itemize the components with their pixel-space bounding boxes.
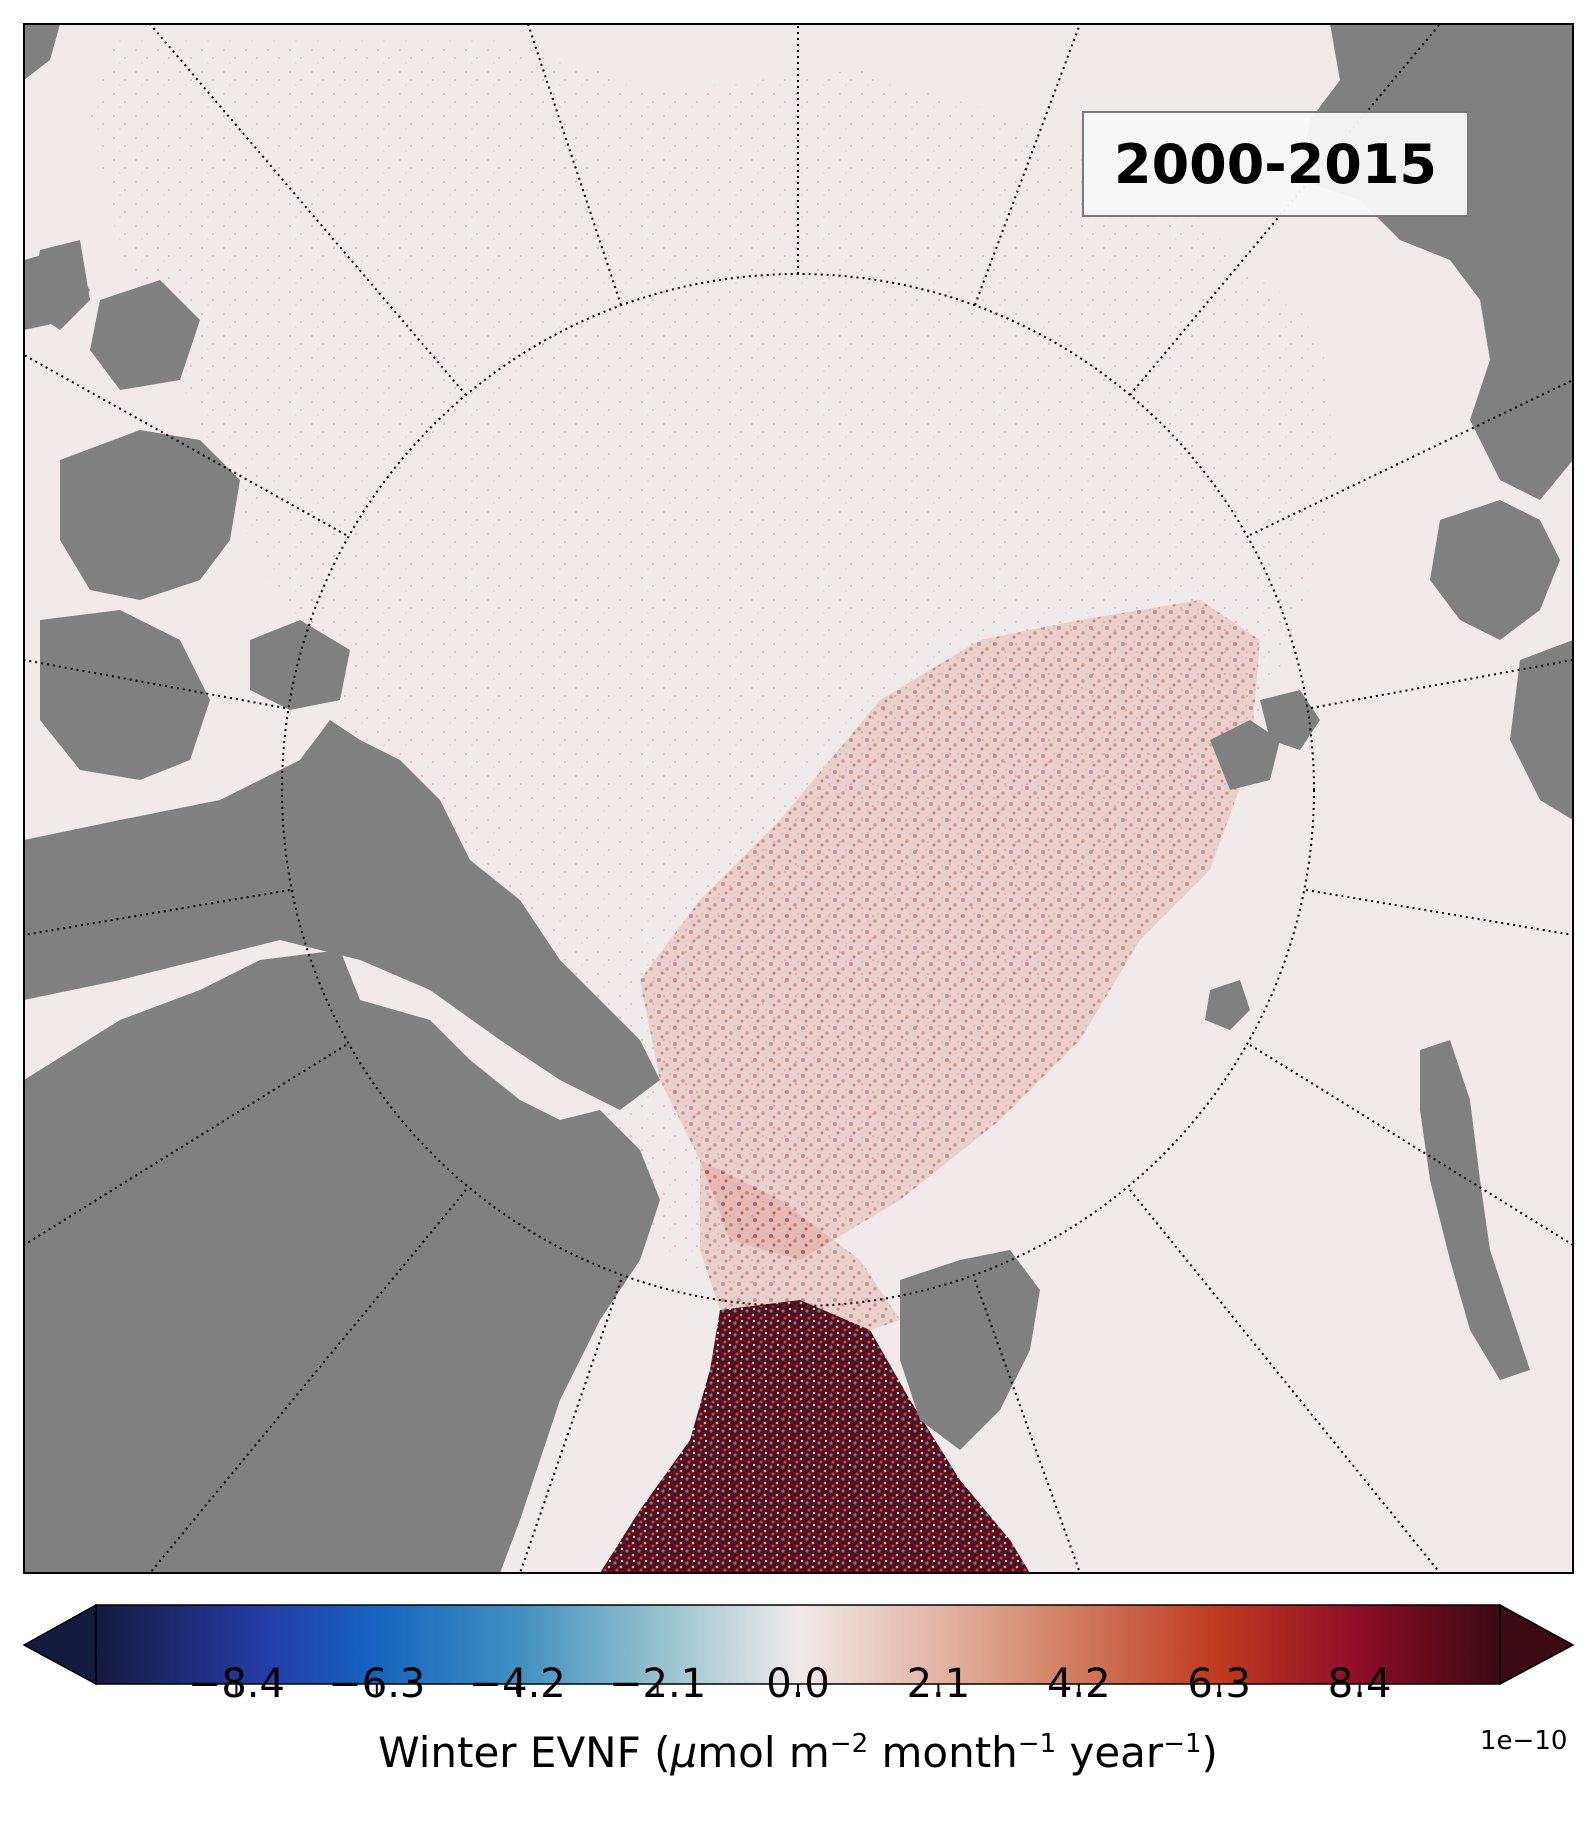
- strong-anomaly-region: [600, 1300, 1030, 1573]
- meridian-line: [24, 659, 286, 709]
- ellesmere-land: [24, 720, 660, 1110]
- strong-anomaly-edge: [700, 1160, 900, 1330]
- land-masses: [24, 24, 1573, 1573]
- colorbar-extend-low: [22, 1603, 97, 1686]
- colorbar-title-unit-year: year: [1056, 1728, 1164, 1777]
- meridian-line: [527, 24, 622, 306]
- colorbar-tick-label: 4.2: [1046, 1661, 1111, 1707]
- colorbar-tick-label: −4.2: [468, 1661, 566, 1707]
- franz-josef-land: [1205, 690, 1320, 1030]
- colorbar-tick-label: 8.4: [1327, 1661, 1392, 1707]
- colorbar-ticks: [235, 1684, 1361, 1694]
- colorbar-tick-label: −2.1: [609, 1661, 707, 1707]
- colorbar-tick-label: −8.4: [187, 1661, 285, 1707]
- svalbard-land: [900, 1250, 1040, 1450]
- colorbar-title-exp2: −1: [1017, 1729, 1057, 1759]
- colorbar-offset: 1e−10: [1480, 1726, 1568, 1756]
- novaya-zemlya-land: [1420, 1040, 1530, 1380]
- map-panel: [24, 24, 1573, 1573]
- canadian-islands: [30, 240, 350, 780]
- meridian-line: [519, 1279, 622, 1573]
- meridian-line: [974, 24, 1081, 306]
- period-label: 2000-2015: [1082, 111, 1469, 217]
- map-frame: [23, 23, 1574, 1574]
- colorbar-title: Winter EVNF (μmol m−2 month−1 year−1): [0, 1728, 1596, 1777]
- colorbar-title-prefix: Winter EVNF (: [378, 1728, 671, 1777]
- colorbar-extend-high: [1499, 1603, 1575, 1686]
- severnaya-zemlya-land: [1430, 500, 1573, 820]
- warm-anomaly-band: [640, 600, 1260, 1260]
- meridian-line: [24, 354, 347, 536]
- colorbar-title-exp1: −2: [829, 1729, 869, 1759]
- colorbar-tick-label: 2.1: [906, 1661, 971, 1707]
- meridian-line: [1129, 1189, 1441, 1573]
- colorbar-tick-label: 6.3: [1187, 1661, 1251, 1707]
- meridian-line: [1310, 659, 1573, 709]
- meridian-line: [974, 1279, 1081, 1573]
- colorbar-title-unit-month: month: [868, 1728, 1018, 1777]
- colorbar-tick-label: 0.0: [766, 1661, 830, 1707]
- colorbar-title-unit-mol: mol m: [697, 1728, 830, 1777]
- colorbar: [22, 1603, 1575, 1694]
- colorbar-gradient: [95, 1604, 1501, 1685]
- colorbar-title-exp3: −1: [1163, 1729, 1202, 1759]
- greenland-land: [24, 950, 660, 1573]
- alaska-land: [24, 24, 90, 330]
- colorbar-title-mu: μ: [670, 1728, 698, 1777]
- colorbar-tick-label: −6.3: [328, 1661, 426, 1707]
- colorbar-title-suffix: ): [1201, 1728, 1218, 1777]
